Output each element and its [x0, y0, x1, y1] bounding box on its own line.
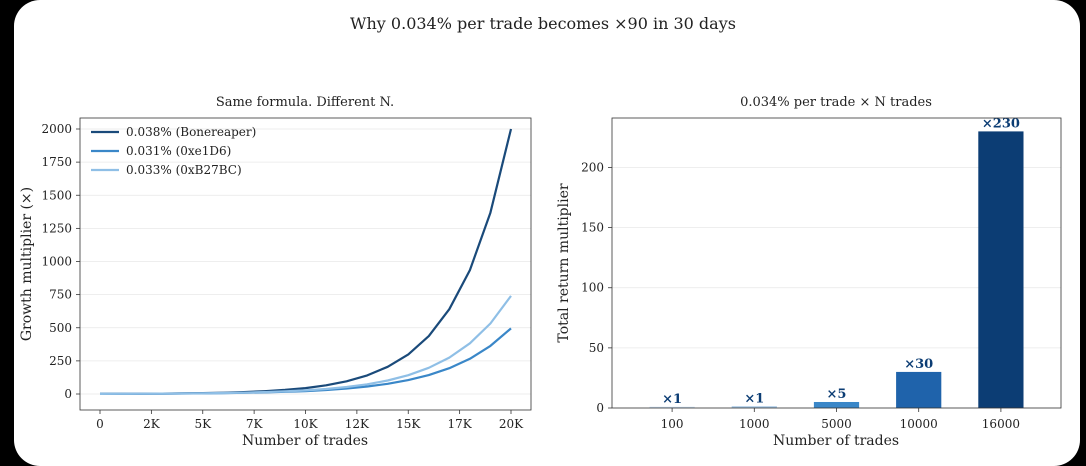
bar-chart-x-tick-label: 1000 [739, 417, 770, 431]
bar-data-label: ×30 [904, 357, 933, 372]
line-chart-x-ticks: 0 2K 5K 7K 10K 12K 15K 17K 20K [96, 410, 524, 431]
bar-chart-y-tick-label: 0 [596, 401, 604, 415]
line-chart-grid [80, 128, 531, 395]
bar-data-label: ×1 [662, 392, 682, 407]
line-chart-xlabel: Number of trades [242, 433, 368, 449]
line-chart-series [99, 128, 513, 395]
bar-chart-y-tick-label: 100 [581, 281, 604, 295]
line-chart-x-tick-label: 5K [194, 417, 212, 431]
bar-data-label: ×1 [744, 391, 764, 406]
bar-5000 [813, 401, 860, 408]
bar-data-label: ×5 [827, 387, 847, 402]
bar-chart-x-tick-label: 10000 [900, 417, 938, 431]
bar-chart-x-tick-label: 5000 [821, 417, 852, 431]
bar-chart-xlabel: Number of trades [773, 433, 899, 449]
bar-1000 [731, 406, 777, 408]
legend-label: 0.038% (Bonereaper) [126, 125, 256, 139]
bar-chart-y-ticks: 0 50 100 150 200 [581, 160, 612, 415]
line-chart-legend: 0.038% (Bonereaper) 0.031% (0xe1D6) 0.033%… [91, 125, 256, 177]
line-chart-y-tick-label: 1750 [41, 155, 72, 169]
bar-16000 [978, 131, 1024, 409]
bar-100 [649, 406, 695, 408]
bar-chart-y-tick-label: 50 [589, 341, 604, 355]
line-chart-y-tick-label: 1250 [41, 221, 72, 235]
line-chart-y-tick-label: 1500 [41, 188, 72, 202]
bar-data-label: ×230 [982, 116, 1020, 131]
bar-chart-x-tick-label: 16000 [982, 417, 1020, 431]
line-chart-x-tick-label: 17K [448, 417, 473, 431]
line-chart-ylabel: Growth multiplier (×) [19, 187, 35, 341]
line-chart-x-tick-label: 15K [396, 417, 421, 431]
line-chart-y-tick-label: 0 [64, 387, 72, 401]
line-chart-x-tick-label: 10K [293, 417, 318, 431]
bar-chart-x-ticks: 100 1000 5000 10000 16000 [661, 408, 1020, 431]
bar-chart-bars: ×1 ×1 ×5 ×30 ×230 [649, 116, 1024, 409]
line-chart-y-tick-label: 2000 [41, 122, 72, 136]
bar-10000 [896, 371, 942, 408]
line-chart: Same formula. Different N. 0 2K 5K 7K 10K 12K… [19, 95, 532, 449]
bar-chart-x-tick-label: 100 [661, 417, 684, 431]
line-chart-y-ticks: 0 250 500 750 1000 1250 1500 1750 2000 [41, 122, 80, 401]
line-chart-x-tick-label: 2K [143, 417, 161, 431]
line-chart-x-tick-label: 0 [96, 417, 104, 431]
line-chart-x-tick-label: 12K [345, 417, 370, 431]
bar-chart-title: 0.034% per trade × N trades [740, 95, 932, 110]
figure-title: Why 0.034% per trade becomes ×90 in 30 d… [350, 14, 736, 33]
line-chart-y-tick-label: 500 [49, 321, 72, 335]
line-series-3 [99, 295, 512, 395]
bar-chart-y-tick-label: 150 [581, 221, 604, 235]
line-chart-y-tick-label: 750 [49, 288, 72, 302]
bar-chart: 0.034% per trade × N trades ×1 ×1 ×5 ×30 ×23… [556, 95, 1062, 449]
line-chart-x-tick-label: 7K [246, 417, 264, 431]
line-chart-title: Same formula. Different N. [216, 95, 394, 110]
line-chart-y-tick-label: 1000 [41, 255, 72, 269]
bar-chart-ylabel: Total return multiplier [556, 183, 572, 342]
bar-chart-y-tick-label: 200 [581, 160, 604, 174]
line-chart-y-tick-label: 250 [49, 354, 72, 368]
legend-label: 0.031% (0xe1D6) [126, 144, 231, 158]
legend-label: 0.033% (0xB27BC) [126, 163, 242, 177]
line-chart-x-tick-label: 20K [499, 417, 524, 431]
